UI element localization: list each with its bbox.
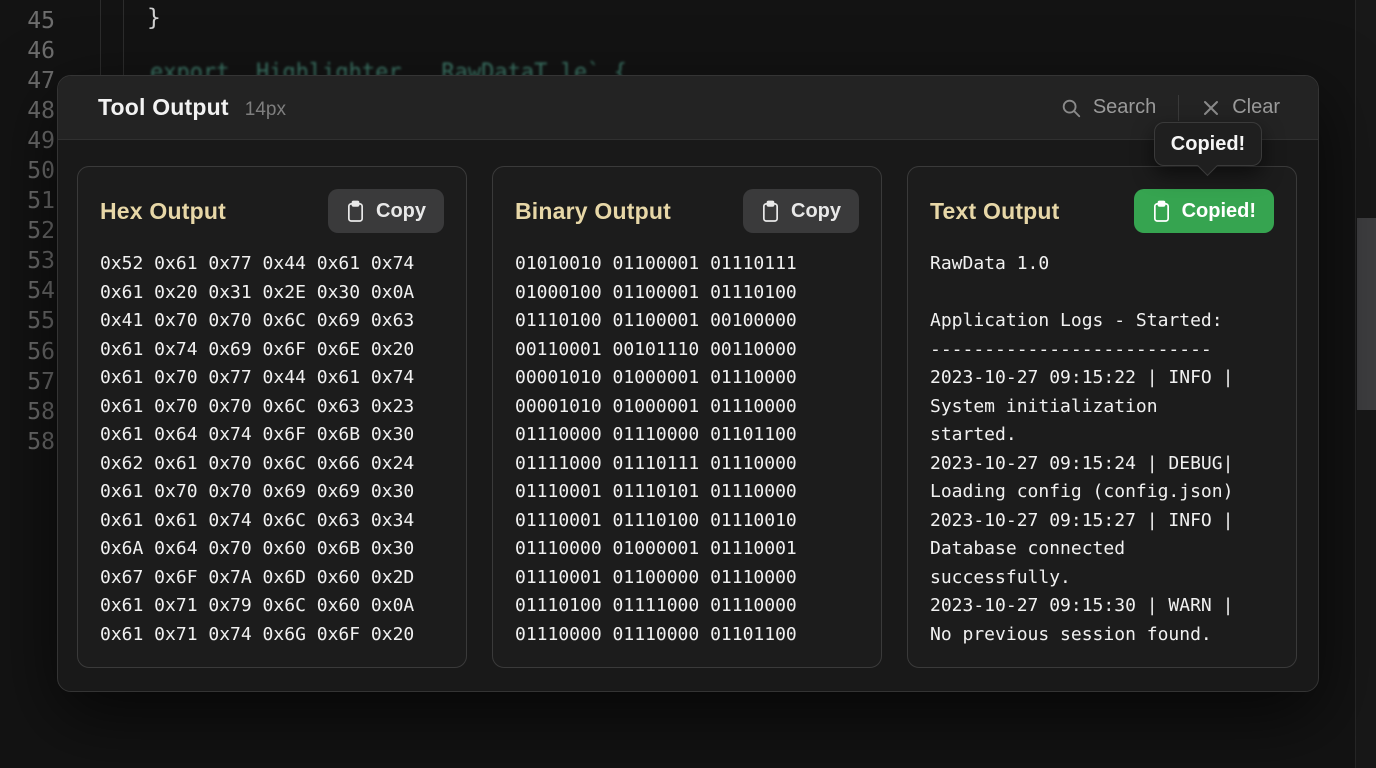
text-copied-button[interactable]: Copied! xyxy=(1133,189,1274,233)
output-cards-row: Hex Output Copy 0x52 0x61 0x77 0x44 0x61… xyxy=(58,140,1318,668)
line-number: 53 xyxy=(27,248,55,275)
line-number: 46 xyxy=(27,38,55,65)
binary-output-card: Binary Output Copy 01010010 01100001 011… xyxy=(492,166,882,668)
font-size-label: 14px xyxy=(244,99,286,120)
hex-output-content: 0x52 0x61 0x77 0x44 0x61 0x74 0x61 0x20 … xyxy=(100,253,415,645)
line-number: 56 xyxy=(27,338,55,365)
binary-output-content: 01010010 01100001 01110111 01000100 0110… xyxy=(515,253,797,645)
line-number: 52 xyxy=(27,218,55,245)
header-divider xyxy=(1178,94,1180,121)
scrollbar-thumb[interactable] xyxy=(1357,218,1376,410)
line-number: 45 xyxy=(27,8,55,34)
line-number: 55 xyxy=(27,308,55,335)
indent-guide xyxy=(123,0,124,75)
search-icon xyxy=(1062,99,1080,117)
binary-copy-button[interactable]: Copy xyxy=(743,189,859,233)
code-line-45: } xyxy=(147,5,161,31)
copied-label: Copied! xyxy=(1181,199,1256,222)
clear-button[interactable]: Clear xyxy=(1201,96,1280,119)
line-number: 47 xyxy=(27,68,55,95)
clipboard-icon xyxy=(762,200,779,222)
card-header: Hex Output Copy xyxy=(100,189,444,233)
clear-label: Clear xyxy=(1232,96,1280,118)
indent-guide xyxy=(100,0,101,75)
text-output-title: Text Output xyxy=(930,197,1060,224)
line-number-gutter: 45 46 47 48 49 50 51 52 53 54 55 56 57 58 58 xyxy=(0,6,55,457)
line-number: 54 xyxy=(27,278,55,305)
search-button[interactable]: Search xyxy=(1060,96,1156,119)
hex-output-card: Hex Output Copy 0x52 0x61 0x77 0x44 0x61… xyxy=(77,166,467,668)
text-output-card: Text Output Copied! RawData 1.0 Applicat… xyxy=(907,166,1297,668)
text-output-content: RawData 1.0 Application Logs - Started: … xyxy=(930,253,1234,645)
line-number: 50 xyxy=(27,158,55,185)
panel-title-group: Tool Output 14px xyxy=(98,94,286,121)
copy-label: Copy xyxy=(791,199,841,222)
card-header: Binary Output Copy xyxy=(515,189,859,233)
line-number: 57 xyxy=(27,368,55,395)
search-label: Search xyxy=(1092,96,1157,118)
editor-scrollbar[interactable] xyxy=(1355,0,1376,768)
line-number: 49 xyxy=(27,128,55,155)
panel-title: Tool Output xyxy=(98,94,229,120)
panel-header-actions: Search Clear xyxy=(1060,94,1280,121)
copy-label: Copy xyxy=(376,199,426,222)
tool-output-panel: Tool Output 14px Search Cl xyxy=(57,75,1319,692)
line-number: 51 xyxy=(27,188,55,215)
close-icon xyxy=(1204,100,1219,115)
hex-copy-button[interactable]: Copy xyxy=(328,189,444,233)
clipboard-icon xyxy=(1153,200,1169,222)
hex-output-title: Hex Output xyxy=(100,197,226,224)
line-number: 58 xyxy=(27,428,55,455)
line-number: 48 xyxy=(27,98,55,125)
copied-tooltip-label: Copied! xyxy=(1170,132,1246,155)
clipboard-icon xyxy=(347,200,364,222)
panel-header: Tool Output 14px Search Cl xyxy=(58,76,1318,140)
line-number: 58 xyxy=(27,398,55,425)
card-header: Text Output Copied! xyxy=(930,189,1274,233)
binary-output-title: Binary Output xyxy=(515,197,671,224)
copied-tooltip: Copied! xyxy=(1154,122,1262,177)
